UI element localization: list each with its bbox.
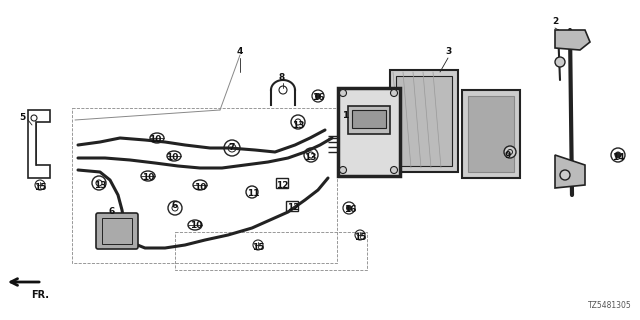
Text: 15: 15 — [354, 234, 366, 243]
Circle shape — [339, 166, 346, 173]
Bar — [276, 178, 288, 188]
Text: 10: 10 — [149, 135, 161, 145]
Bar — [462, 90, 520, 178]
Text: 15: 15 — [252, 244, 264, 252]
Text: 11: 11 — [247, 188, 259, 197]
Bar — [72, 108, 337, 263]
Text: 7: 7 — [229, 143, 235, 153]
Text: 6: 6 — [172, 201, 178, 210]
Circle shape — [346, 205, 351, 211]
Text: 3: 3 — [445, 47, 451, 57]
Text: FR.: FR. — [31, 290, 49, 300]
Text: 10: 10 — [166, 154, 178, 163]
Text: 13: 13 — [304, 154, 316, 163]
Text: 16: 16 — [312, 93, 324, 102]
Polygon shape — [555, 155, 585, 188]
Circle shape — [390, 90, 397, 97]
Circle shape — [339, 90, 346, 97]
Bar — [348, 106, 390, 134]
Text: 16: 16 — [344, 205, 356, 214]
Text: 13: 13 — [93, 180, 106, 189]
Text: 13: 13 — [292, 121, 304, 130]
Bar — [390, 70, 458, 172]
Text: 8: 8 — [279, 74, 285, 83]
Text: 15: 15 — [34, 183, 46, 193]
Bar — [175, 232, 367, 270]
Text: 4: 4 — [237, 47, 243, 57]
Text: 9: 9 — [505, 150, 511, 159]
Circle shape — [504, 146, 516, 158]
Text: 1: 1 — [342, 110, 348, 119]
Circle shape — [560, 170, 570, 180]
Bar — [468, 96, 514, 172]
Text: 10: 10 — [190, 220, 202, 229]
Bar — [338, 88, 400, 176]
Circle shape — [615, 152, 621, 158]
Text: 14: 14 — [612, 154, 624, 163]
Text: 5: 5 — [19, 114, 25, 123]
Text: 12: 12 — [276, 180, 288, 189]
Polygon shape — [555, 30, 590, 50]
Circle shape — [555, 57, 565, 67]
Bar — [102, 218, 132, 244]
Text: 12: 12 — [287, 204, 300, 212]
Text: TZ5481305: TZ5481305 — [588, 301, 632, 310]
Bar — [396, 76, 452, 166]
Bar — [286, 201, 298, 211]
Bar — [352, 110, 386, 128]
Text: 6: 6 — [109, 207, 115, 217]
FancyBboxPatch shape — [96, 213, 138, 249]
Text: 10: 10 — [194, 183, 206, 193]
Text: 2: 2 — [552, 18, 558, 27]
Text: 10: 10 — [142, 173, 154, 182]
Circle shape — [316, 93, 321, 99]
Circle shape — [390, 166, 397, 173]
